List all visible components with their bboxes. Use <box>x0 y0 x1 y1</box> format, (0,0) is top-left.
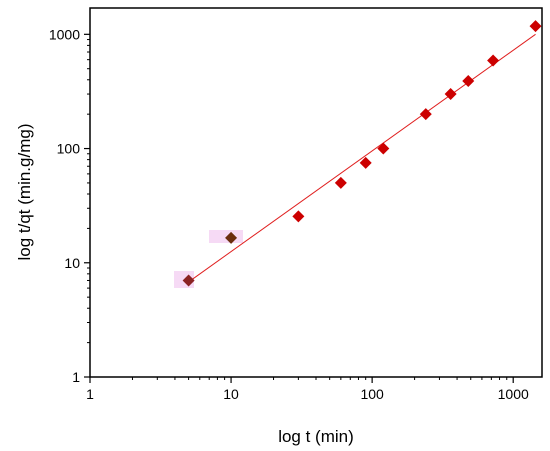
x-tick-label: 100 <box>360 386 384 402</box>
data-point-diamond <box>182 274 195 287</box>
x-tick-label: 10 <box>223 386 239 402</box>
fit-line-layer <box>188 33 536 283</box>
y-axis-title: log t/qt (min.g/mg) <box>15 124 34 261</box>
data-point-diamond <box>462 75 475 88</box>
data-points <box>182 20 542 287</box>
data-point-diamond <box>529 20 542 33</box>
fit-line <box>188 33 536 283</box>
data-point-diamond <box>377 142 390 155</box>
data-point-diamond <box>225 231 238 244</box>
y-tick-label: 1 <box>72 369 80 385</box>
x-tick-label: 1000 <box>498 386 529 402</box>
data-point-diamond <box>487 54 500 67</box>
y-tick-label: 10 <box>64 255 80 271</box>
data-point-diamond <box>334 176 347 189</box>
y-tick-label: 100 <box>57 141 81 157</box>
x-tick-label: 1 <box>86 386 94 402</box>
plot-frame <box>89 7 543 378</box>
y-tick-label: 1000 <box>49 26 80 42</box>
data-point-diamond <box>444 88 457 101</box>
data-point-diamond <box>419 108 432 121</box>
y-axis-ticks: 1 10 100 1000 <box>49 26 90 385</box>
highlight-point-2 <box>209 230 243 243</box>
x-axis-title: log t (min) <box>278 427 354 446</box>
data-point-diamond <box>359 156 372 169</box>
x-axis-ticks: 1 10 100 1000 <box>86 377 529 402</box>
data-point-diamond <box>292 210 305 223</box>
